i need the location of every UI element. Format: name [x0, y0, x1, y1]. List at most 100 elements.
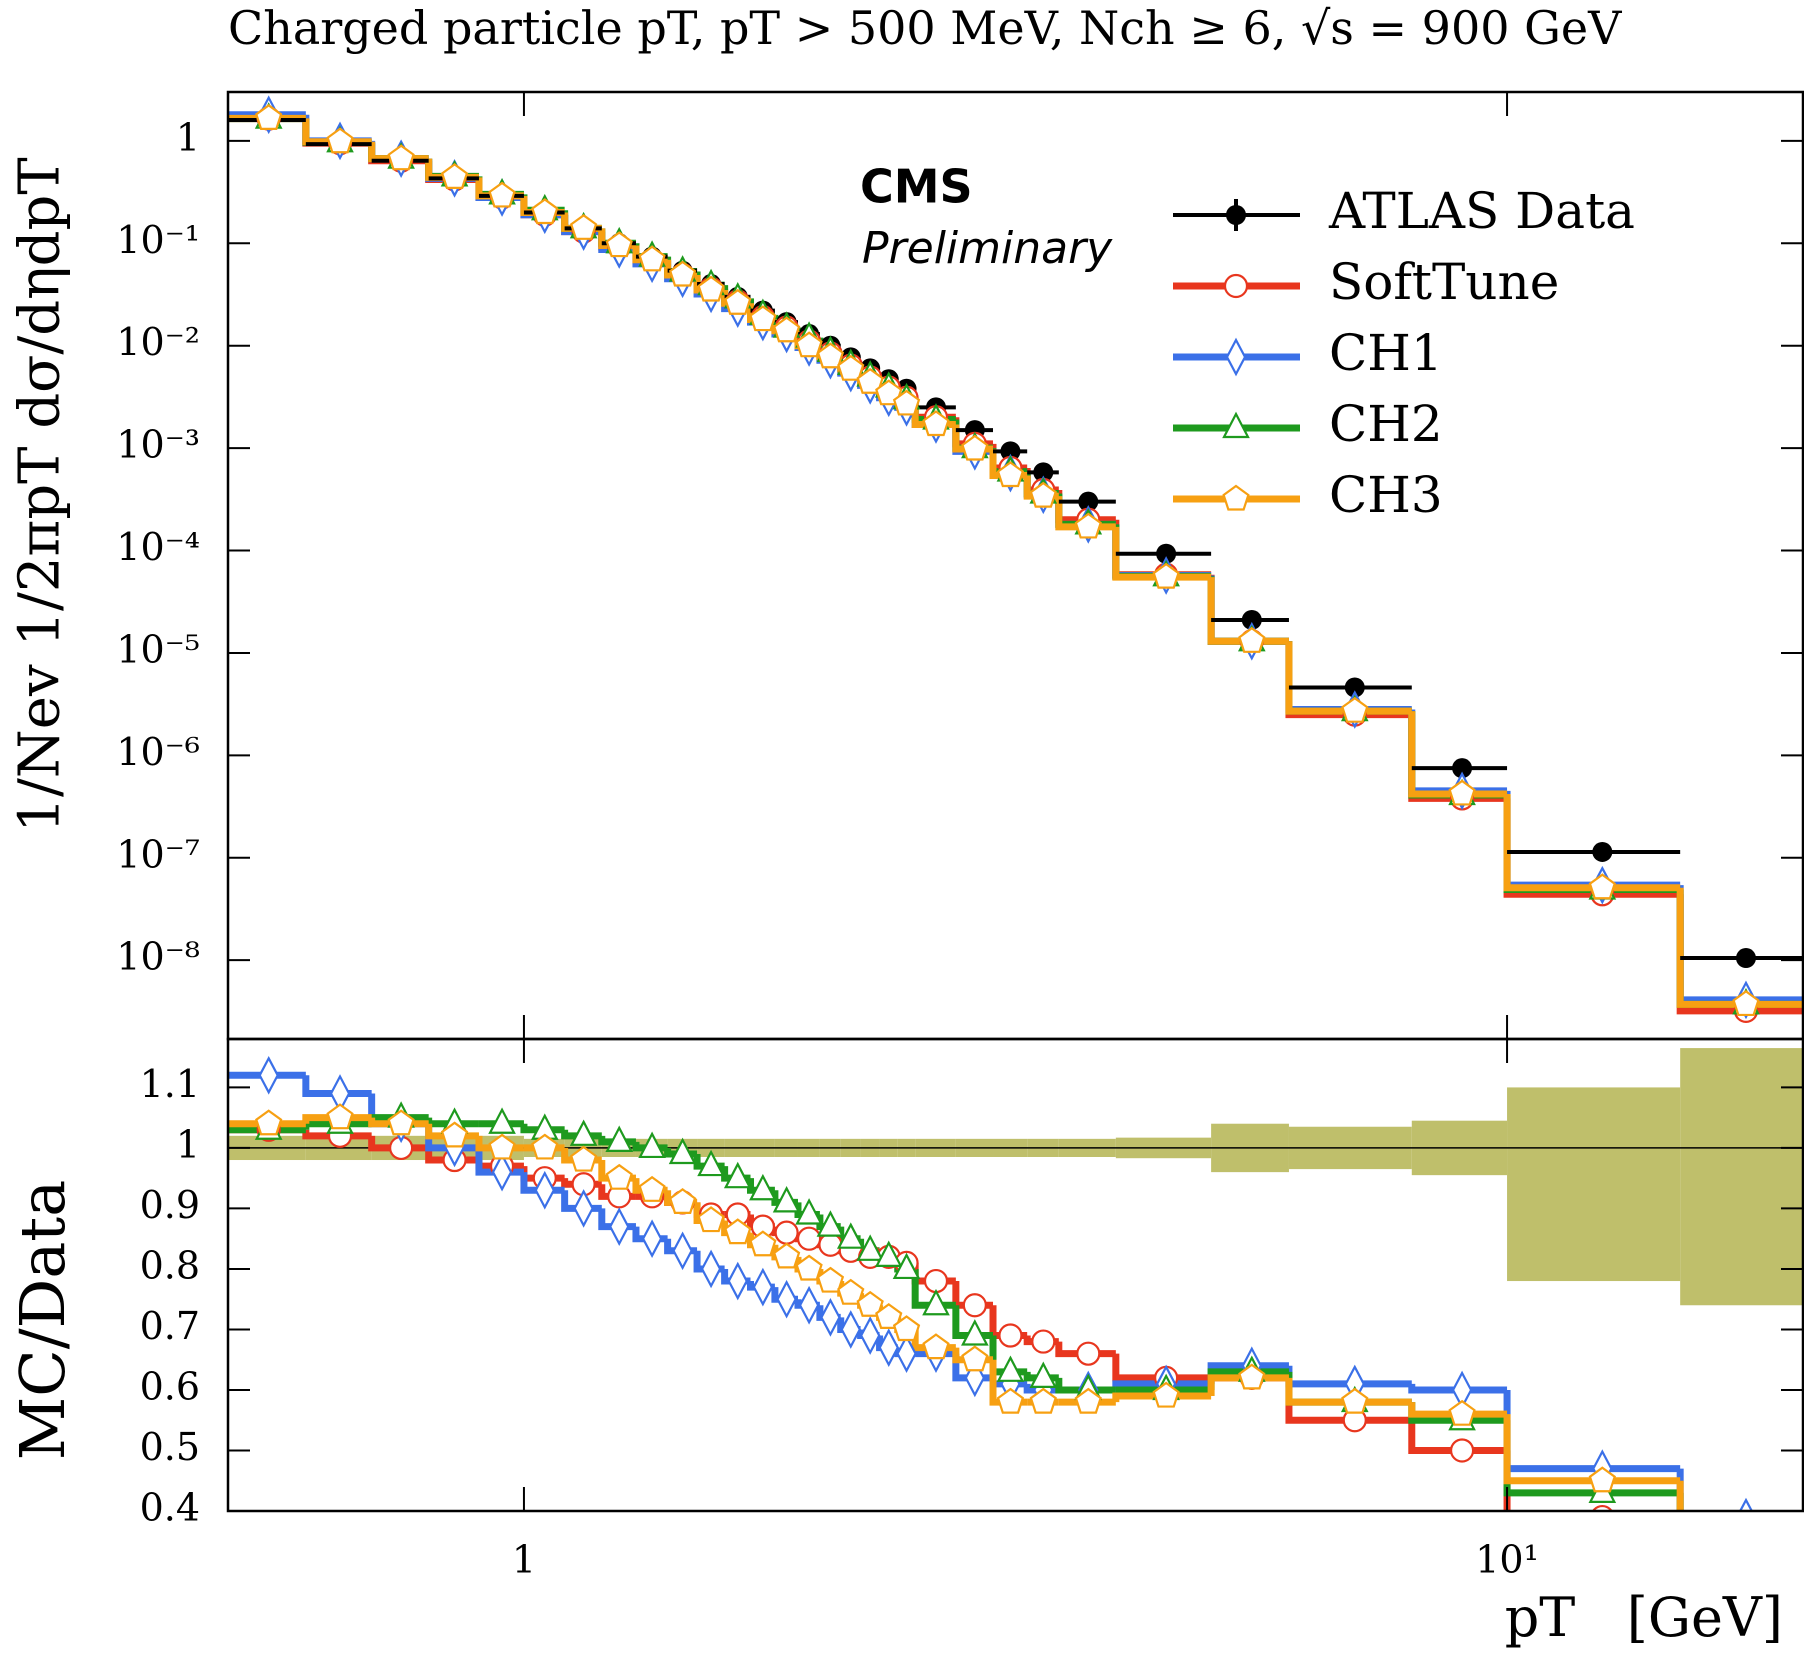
histogram-step — [1408, 711, 1508, 798]
x-tick-label: 1 — [512, 1538, 536, 1582]
ratio-step — [1408, 1420, 1508, 1454]
marker — [491, 1152, 513, 1192]
legend-label: CH1 — [1329, 324, 1443, 382]
marker — [697, 1149, 725, 1177]
frame-bottom — [226, 1037, 1804, 1513]
marker — [1029, 1387, 1057, 1414]
marker — [752, 1267, 774, 1307]
legend-marker — [1226, 205, 1246, 225]
marker — [795, 331, 823, 358]
marker — [1238, 626, 1266, 653]
ratio-tick-label: 1.1 — [140, 1062, 200, 1106]
marker — [962, 1293, 987, 1318]
ratio-step — [1112, 1353, 1212, 1382]
marker — [1588, 873, 1616, 900]
marker — [638, 1131, 666, 1159]
ratio-step — [1408, 1402, 1508, 1418]
marker — [255, 1109, 283, 1136]
marker — [1029, 481, 1057, 508]
marker — [724, 1218, 752, 1245]
ratio-step — [1112, 1392, 1212, 1403]
y-axis-label: 1/Nev 1/2πpT dσ/dηdpT — [8, 157, 73, 832]
ratio-tick-label: 0.7 — [140, 1304, 200, 1348]
axes: 1 10⁻¹ 10⁻² 10⁻³ 10⁻⁴ 10⁻⁵ 10⁻⁶ 10⁻⁷ 10⁻⁸ 0.4 0.5 0… — [116, 90, 1804, 1582]
marker — [387, 1109, 415, 1136]
y-tick-label: 10⁻⁸ — [116, 935, 200, 979]
data-point — [1033, 462, 1054, 483]
data-point — [1078, 491, 1099, 512]
marker — [1591, 1504, 1613, 1511]
marker — [641, 1219, 663, 1259]
ratio-tick-label: 0.5 — [140, 1425, 200, 1469]
marker — [1031, 1329, 1056, 1354]
marker — [772, 1242, 801, 1269]
data-point — [1156, 543, 1177, 564]
marker — [896, 1334, 917, 1374]
marker — [258, 1055, 279, 1095]
histogram-step — [1676, 889, 1803, 1008]
legend-label: CH2 — [1329, 395, 1443, 453]
histogram-step — [1676, 887, 1803, 1008]
marker — [998, 1323, 1023, 1348]
y-tick-label: 10⁻⁶ — [116, 730, 200, 774]
marker — [255, 103, 283, 130]
marker — [1738, 1497, 1754, 1511]
marker — [723, 1161, 752, 1189]
marker — [795, 1198, 823, 1225]
y-tick-label: 10⁻¹ — [116, 218, 200, 262]
ratio-step — [1408, 1383, 1508, 1394]
experiment-label: CMS — [860, 160, 973, 214]
ratio-axis-label: MC/Data — [6, 1180, 79, 1460]
marker — [1735, 1561, 1757, 1583]
marker — [749, 1173, 777, 1201]
marker — [672, 1231, 693, 1271]
marker — [772, 316, 801, 343]
marker — [922, 1333, 950, 1360]
y-tick-label: 10⁻³ — [116, 423, 200, 467]
ratio-tick-label: 0.8 — [140, 1243, 200, 1287]
marker — [749, 305, 777, 332]
marker — [668, 1188, 697, 1215]
marker — [1152, 1381, 1180, 1408]
marker — [774, 1220, 799, 1245]
marker — [440, 163, 469, 189]
marker — [874, 1240, 903, 1267]
marker — [996, 461, 1025, 488]
marker — [922, 410, 950, 437]
legend-label: ATLAS Data — [1328, 182, 1635, 240]
data-point — [1344, 677, 1365, 698]
marker — [605, 1163, 633, 1190]
marker — [638, 245, 666, 272]
ratio-tick-label: 1 — [176, 1122, 200, 1166]
marker — [1074, 1387, 1102, 1414]
marker — [1074, 512, 1102, 539]
ratio-step — [1680, 1517, 1803, 1571]
marker — [795, 1254, 823, 1281]
uncertainty-band — [1507, 1087, 1681, 1282]
marker — [816, 1266, 845, 1293]
legend: ATLAS Data SoftTune CH1 CH2 CH3 — [1173, 182, 1635, 524]
histogram-step — [1503, 793, 1681, 892]
marker — [1341, 696, 1369, 723]
data-point — [1000, 441, 1021, 462]
marker — [569, 1145, 598, 1172]
marker — [1732, 990, 1760, 1017]
legend-marker — [1222, 484, 1250, 511]
marker — [1152, 562, 1180, 589]
marker — [697, 1206, 725, 1233]
marker — [818, 1232, 843, 1257]
histogram-step — [1112, 526, 1212, 581]
marker — [796, 1226, 822, 1251]
histogram-step — [1503, 790, 1681, 889]
y-tick-label: 10⁻⁵ — [116, 627, 200, 671]
legend-label: SoftTune — [1329, 253, 1559, 311]
legend-marker — [1223, 273, 1249, 299]
legend-label: CH3 — [1329, 466, 1443, 524]
data-point — [1592, 841, 1613, 862]
status-label: Preliminary — [862, 223, 1113, 274]
marker — [569, 213, 598, 240]
ratio-step — [1285, 1377, 1412, 1406]
marker — [531, 198, 559, 225]
marker — [996, 1355, 1025, 1382]
y-tick-label: 10⁻² — [116, 320, 200, 364]
